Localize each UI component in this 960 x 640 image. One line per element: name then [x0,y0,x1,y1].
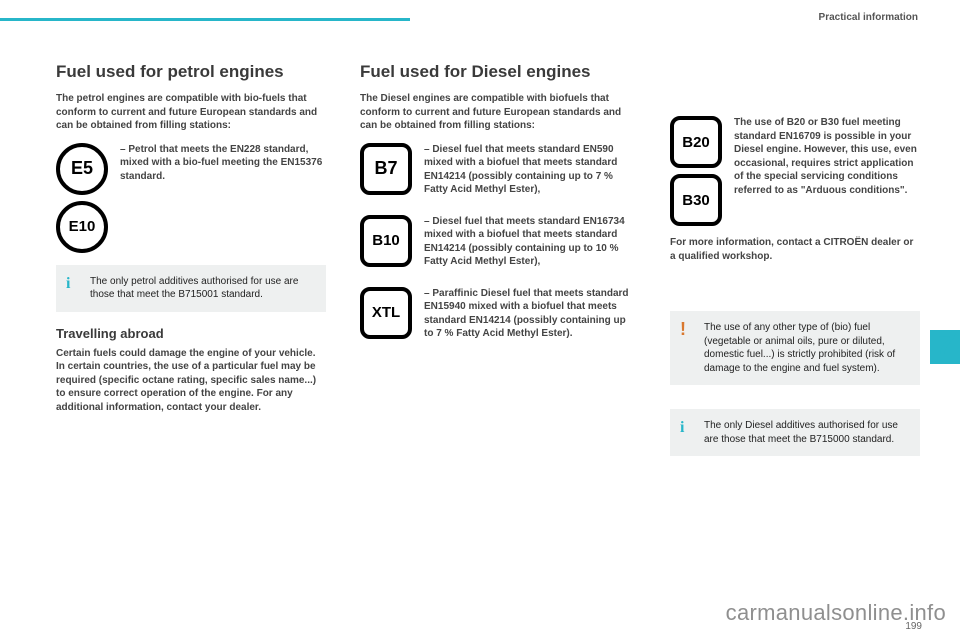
manual-page: Practical information Fuel used for petr… [0,0,960,640]
diesel-xtl-row: XTL – Paraffinic Diesel fuel that meets … [360,287,635,341]
badge-e5: E5 [56,143,108,195]
more-info-text: For more information, contact a CITROËN … [670,236,920,263]
badge-b7: B7 [360,143,412,195]
diesel-title: Fuel used for Diesel engines [360,62,635,82]
info-icon: i [66,273,70,295]
petrol-badge-row: E5 E10 – Petrol that meets the EN228 sta… [56,143,326,253]
diesel-info-box: i The only Diesel additives authorised f… [670,409,920,456]
header-accent-bar [0,18,410,21]
watermark: carmanualsonline.info [726,600,946,626]
diesel-xtl-text: – Paraffinic Diesel fuel that meets stan… [424,287,635,341]
badge-b20: B20 [670,116,722,168]
diesel-warning-box: ! The use of any other type of (bio) fue… [670,311,920,385]
column-diesel-extra: B20 B30 The use of B20 or B30 fuel meeti… [670,62,920,456]
column-diesel: Fuel used for Diesel engines The Diesel … [360,62,635,341]
b20-b30-stack: B20 B30 [670,116,722,226]
diesel-warning-text: The use of any other type of (bio) fuel … [704,322,895,374]
warning-icon: ! [680,317,686,341]
info-icon: i [680,417,684,439]
section-number: 7 [937,328,954,362]
travelling-abroad-title: Travelling abroad [56,326,326,341]
b20-b30-block: B20 B30 The use of B20 or B30 fuel meeti… [670,116,920,226]
petrol-info-box: i The only petrol additives authorised f… [56,265,326,312]
petrol-info-text: The only petrol additives authorised for… [90,276,298,301]
badge-b10: B10 [360,215,412,267]
diesel-b10-row: B10 – Diesel fuel that meets standard EN… [360,215,635,269]
diesel-intro: The Diesel engines are compatible with b… [360,92,635,133]
diesel-b7-row: B7 – Diesel fuel that meets standard EN5… [360,143,635,197]
badge-b30: B30 [670,174,722,226]
badge-xtl: XTL [360,287,412,339]
header-section-label: Practical information [819,12,918,23]
petrol-title: Fuel used for petrol engines [56,62,326,82]
petrol-item-1: – Petrol that meets the EN228 standard, … [120,143,326,184]
petrol-badge-stack: E5 E10 [56,143,108,253]
column-petrol: Fuel used for petrol engines The petrol … [56,62,326,414]
diesel-b7-text: – Diesel fuel that meets standard EN590 … [424,143,635,197]
petrol-intro: The petrol engines are compatible with b… [56,92,326,133]
diesel-info-text: The only Diesel additives authorised for… [704,420,898,445]
travelling-abroad-text: Certain fuels could damage the engine of… [56,347,326,415]
diesel-b10-text: – Diesel fuel that meets standard EN1673… [424,215,635,269]
b20-b30-text: The use of B20 or B30 fuel meeting stand… [734,116,920,197]
badge-e10: E10 [56,201,108,253]
